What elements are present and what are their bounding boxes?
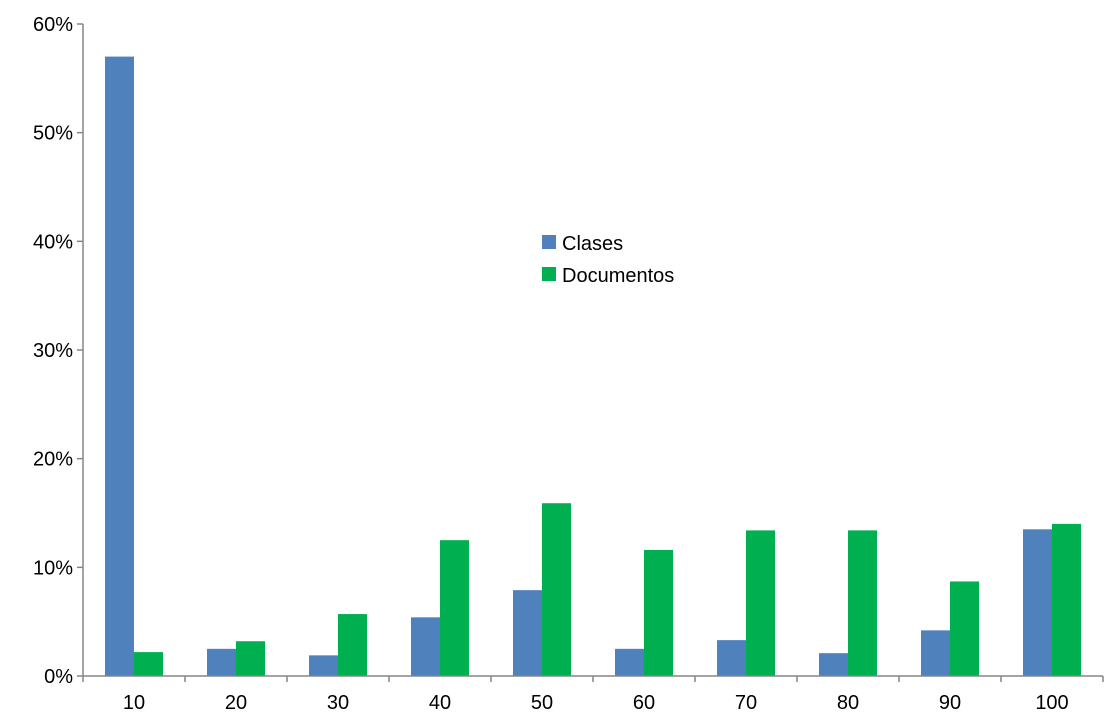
y-tick-label: 50% (33, 123, 73, 145)
y-tick-label: 10% (33, 557, 73, 579)
y-tick-label: 0% (44, 666, 73, 688)
x-tick-label: 100 (1035, 692, 1068, 714)
bar-documentos-50 (542, 503, 571, 676)
legend: Clases Documentos (542, 233, 674, 287)
bar-documentos-90 (950, 581, 979, 676)
legend-label-clases: Clases (562, 233, 623, 255)
bar-documentos-40 (440, 540, 469, 676)
axes-group (82, 24, 1103, 677)
x-tick-label: 20 (225, 692, 247, 714)
bar-documentos-20 (236, 641, 265, 676)
x-tick-label: 30 (327, 692, 349, 714)
y-tick-label: 40% (33, 231, 73, 253)
bar-clases-50 (513, 590, 542, 676)
y-tick-label: 30% (33, 340, 73, 362)
x-axis-ticks: 10 20 30 40 50 60 70 80 90 100 (82, 676, 1104, 714)
legend-label-documentos: Documentos (562, 265, 674, 287)
bar-documentos-80 (848, 530, 877, 676)
bars-group (105, 56, 1081, 677)
y-tick-label: 60% (33, 14, 73, 36)
x-tick-label: 10 (123, 692, 145, 714)
bar-documentos-100 (1052, 523, 1081, 676)
x-tick-label: 40 (429, 692, 451, 714)
x-tick-label: 70 (735, 692, 757, 714)
x-tick-label: 80 (837, 692, 859, 714)
x-tick-label: 60 (633, 692, 655, 714)
bar-documentos-70 (746, 530, 775, 676)
bar-clases-60 (615, 648, 644, 676)
bar-clases-100 (1023, 529, 1052, 676)
bar-documentos-10 (134, 652, 163, 676)
bar-clases-30 (309, 655, 338, 676)
legend-swatch-documentos (542, 267, 556, 281)
bar-clases-10 (105, 56, 134, 677)
bar-documentos-30 (338, 614, 367, 676)
bar-clases-20 (207, 648, 236, 676)
legend-swatch-clases (542, 235, 556, 249)
x-tick-label: 50 (531, 692, 553, 714)
bar-clases-70 (717, 640, 746, 676)
x-tick-label: 90 (939, 692, 961, 714)
y-axis-ticks: 0% 10% 20% 30% 40% 50% 60% (33, 14, 83, 688)
bar-clases-90 (921, 630, 950, 676)
bar-clases-80 (819, 653, 848, 676)
bar-documentos-60 (644, 549, 673, 676)
bar-clases-40 (411, 617, 440, 676)
y-tick-label: 20% (33, 449, 73, 471)
